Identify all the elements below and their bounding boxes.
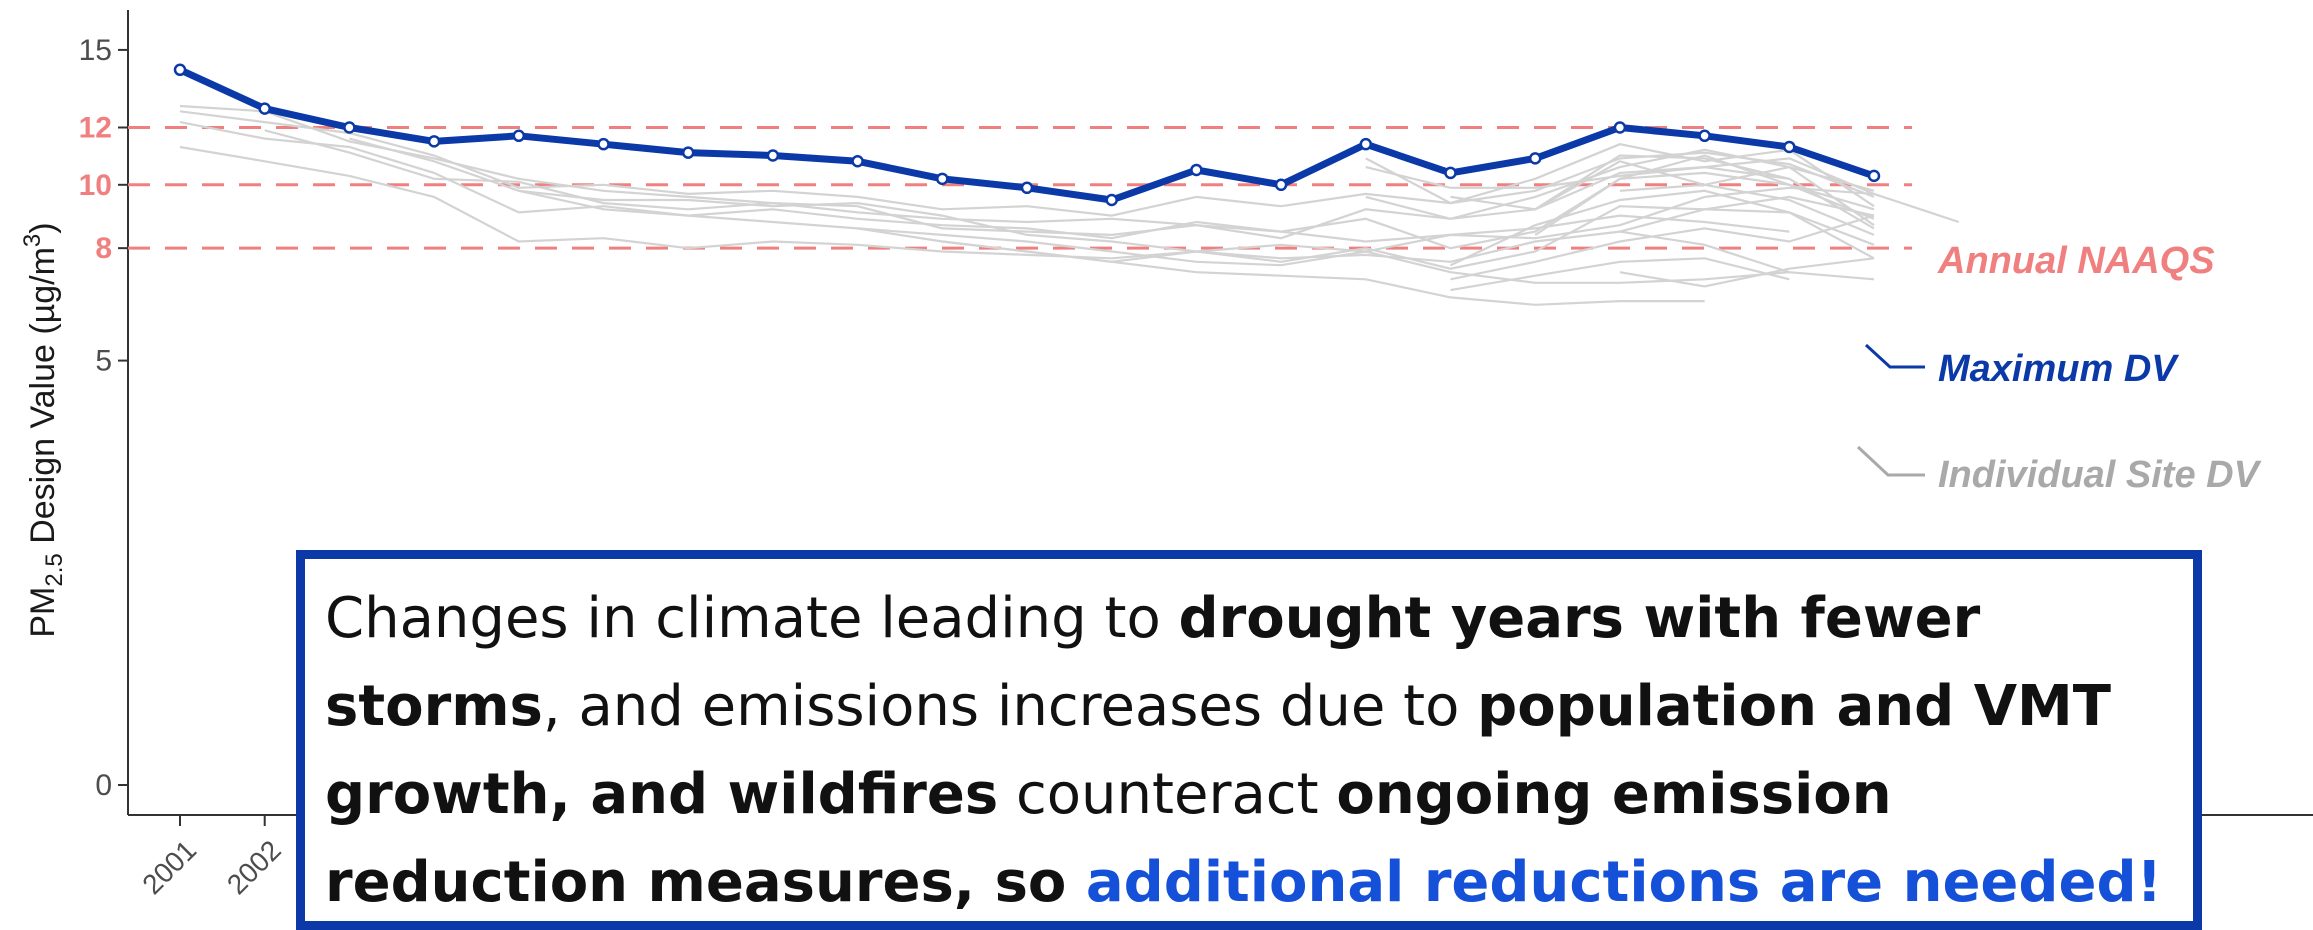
callout-box: Changes in climate leading to drought ye…	[296, 550, 2202, 930]
callout-text-3: counteract	[998, 762, 1337, 827]
maximum-dv-point	[1020, 181, 1034, 195]
site-dv-line	[1450, 189, 1875, 267]
callout-text-1: Changes in climate leading to	[325, 586, 1179, 651]
y-tick-label: 10	[79, 169, 112, 202]
maximum-dv-point	[1105, 193, 1118, 207]
individual-site-dv-label: Individual Site DV	[1938, 454, 2262, 496]
maximum-dv-point	[1359, 137, 1373, 151]
y-tick-label: 0	[95, 769, 112, 802]
callout-bold-2: population and VMT growth, and wildfires	[325, 674, 2111, 827]
maximum-dv-point	[1444, 166, 1457, 180]
maximum-dv-label: Maximum DV	[1938, 348, 2179, 390]
maximum-dv-point	[1528, 152, 1542, 165]
site-dv-line	[1619, 195, 1875, 233]
site-dv-line	[1619, 257, 1875, 288]
x-ticks: 2001 2002	[136, 815, 287, 900]
x-tick-label: 2002	[221, 834, 287, 900]
maximum-dv-point	[427, 135, 441, 148]
site-dv-line	[1365, 157, 1875, 195]
maximum-dv-point	[766, 149, 780, 162]
individual-site-dv-leader	[1856, 445, 1925, 477]
maximum-dv-point	[597, 137, 610, 151]
maximum-dv-point	[936, 172, 949, 186]
site-dv-line	[942, 240, 1705, 306]
maximum-dv-line	[176, 66, 1878, 204]
pm25-design-value-chart: 0 5 8 10 12 15 2001 2002 PM2.5 Design Value (µ…	[19, 10, 2313, 900]
y-ticks: 0 5 8 10 12 15	[79, 34, 128, 802]
site-dv-line	[857, 227, 1875, 284]
y-tick-label: 12	[79, 112, 112, 145]
maximum-dv-point	[173, 63, 187, 77]
maximum-dv-leader	[1864, 343, 1925, 369]
maximum-dv-point	[512, 129, 526, 143]
x-tick-label: 2001	[136, 834, 202, 900]
maximum-dv-point	[681, 146, 695, 159]
maximum-dv-point	[1190, 163, 1203, 177]
y-tick-label: 15	[79, 34, 112, 67]
callout-highlight: additional reductions are needed!	[1085, 850, 2163, 915]
maximum-dv-point	[1783, 140, 1796, 154]
maximum-dv-point	[258, 102, 271, 115]
site-dv-line	[518, 189, 1790, 274]
maximum-dv-point	[851, 155, 864, 168]
site-dv-line	[1534, 154, 1875, 236]
maximum-dv-point	[1613, 121, 1627, 134]
maximum-dv-point	[1274, 178, 1288, 192]
maximum-dv-point	[343, 121, 356, 134]
individual-site-lines	[179, 104, 1960, 306]
site-dv-line	[349, 137, 1960, 253]
callout-bold-1: drought years with fewer storms	[325, 586, 1981, 739]
site-dv-line	[179, 110, 1875, 217]
y-axis-label: PM2.5 Design Value (µg/m3)	[19, 222, 68, 637]
callout-text-2: , and emissions increases due to	[542, 674, 1478, 739]
maximum-dv-series	[173, 63, 1881, 207]
maximum-dv-point	[1698, 129, 1711, 143]
y-tick-label: 5	[95, 345, 112, 378]
y-tick-label: 8	[95, 232, 112, 265]
maximum-dv-point	[1867, 169, 1881, 183]
site-dv-line	[1450, 257, 1790, 292]
site-dv-line	[179, 145, 1875, 270]
site-dv-line	[1619, 183, 1875, 236]
site-dv-line	[1450, 214, 1875, 281]
annual-naaqs-label: Annual NAAQS	[1937, 240, 2215, 282]
site-dv-line	[1450, 154, 1875, 230]
